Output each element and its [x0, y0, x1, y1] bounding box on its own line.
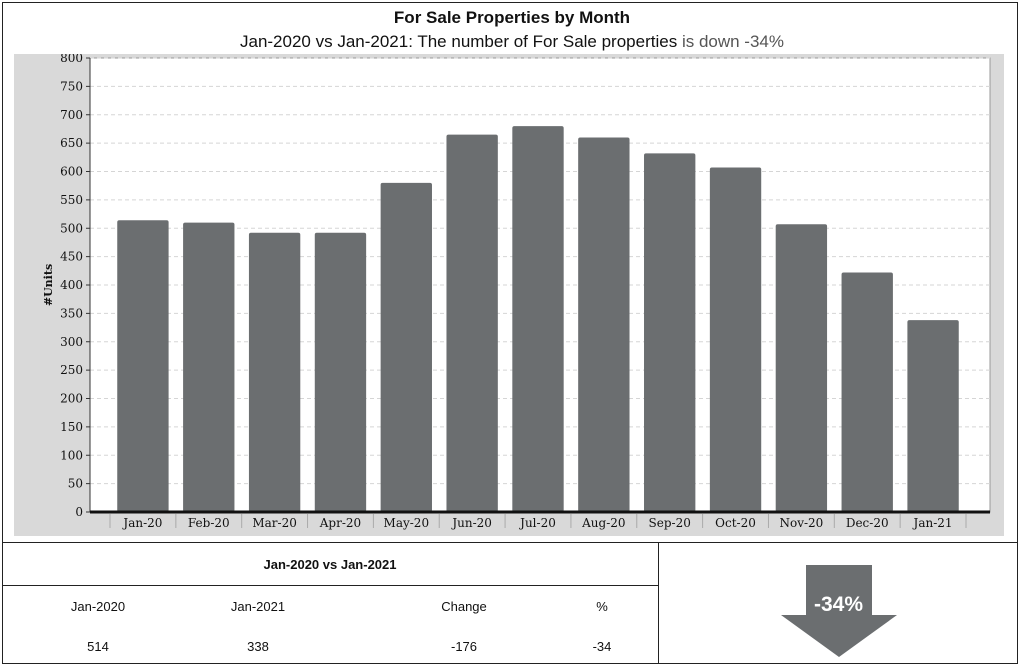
x-tick-label: Apr-20 [319, 516, 361, 530]
x-tick-label: Aug-20 [581, 516, 625, 530]
bar [644, 153, 696, 512]
x-tick-label: Jan-21 [912, 516, 953, 530]
y-tick-label: 100 [60, 448, 83, 462]
trend-percent-label: -34% [813, 593, 864, 616]
bar [512, 126, 564, 512]
y-tick-label: 650 [60, 136, 83, 150]
x-tick-label: Jul-20 [518, 516, 556, 530]
y-tick-label: 700 [60, 108, 83, 122]
value-change: -176 [450, 639, 478, 654]
y-tick-label: 200 [60, 392, 83, 406]
bar [248, 232, 301, 513]
x-tick-label: Feb-20 [188, 516, 230, 530]
bar [709, 167, 762, 512]
down-arrow-icon [781, 565, 897, 657]
bar-chart: 0 50 100 150 200 250 300 350 400 450 500 550 600 650 7… [14, 54, 1004, 536]
x-tick-label: May-20 [384, 516, 430, 530]
bar [314, 232, 367, 513]
y-tick-label: 800 [60, 54, 83, 65]
y-tick-label: 500 [60, 221, 83, 235]
y-tick-label: 50 [68, 477, 83, 491]
y-tick-label: 550 [60, 193, 83, 207]
y-tick-label: 750 [60, 79, 83, 93]
x-tick-label: Jun-20 [450, 516, 492, 530]
bar [841, 272, 893, 512]
bar [907, 320, 959, 512]
x-tick-label: Mar-20 [252, 516, 297, 530]
value-jan-2021: 338 [247, 639, 269, 654]
y-tick-label: 300 [60, 335, 83, 349]
value-percent: -34 [592, 639, 612, 654]
value-jan-2020: 514 [87, 639, 109, 654]
x-tick-label: Sep-20 [649, 516, 691, 530]
bar [775, 224, 828, 512]
x-tick-label: Jan-20 [121, 516, 162, 530]
y-tick-label: 350 [60, 306, 83, 320]
summary-panel: Jan-2020 vs Jan-2021 Jan-2020 Jan-2021 C… [2, 542, 1018, 664]
comparison-header: Jan-2020 vs Jan-2021 [2, 543, 658, 586]
bar [446, 134, 498, 513]
bar [183, 222, 235, 512]
y-tick-label: 150 [60, 420, 83, 434]
column-header-jan-2020: Jan-2020 [70, 599, 126, 614]
chart-subtitle: Jan-2020 vs Jan-2021: The number of For … [0, 32, 1024, 52]
subtitle-trend: is down -34% [681, 32, 784, 51]
column-header-percent: % [596, 599, 608, 614]
chart-title: For Sale Properties by Month [393, 8, 631, 27]
bar-chart-svg: 0 50 100 150 200 250 300 350 400 450 500 550 600 650 7… [14, 54, 1004, 536]
y-tick-label: 250 [60, 363, 83, 377]
y-tick-label: 600 [60, 165, 83, 179]
bar [117, 220, 169, 512]
x-tick-label: Nov-20 [779, 516, 823, 530]
comparison-table: Jan-2020 vs Jan-2021 Jan-2020 Jan-2021 C… [2, 543, 659, 664]
column-header-jan-2021: Jan-2021 [230, 599, 286, 614]
subtitle-main: Jan-2020 vs Jan-2021: The number of For … [239, 32, 678, 51]
y-axis-label: #Units [42, 264, 55, 306]
trend-indicator: -34% [659, 543, 1018, 664]
x-tick-label: Oct-20 [715, 516, 756, 530]
y-tick-label: 450 [60, 250, 83, 264]
y-tick-label: 0 [75, 505, 83, 519]
column-header-change: Change [441, 599, 487, 614]
x-tick-label: Dec-20 [846, 516, 889, 530]
bar [578, 137, 630, 512]
y-tick-label: 400 [60, 278, 83, 292]
bar [380, 182, 432, 512]
